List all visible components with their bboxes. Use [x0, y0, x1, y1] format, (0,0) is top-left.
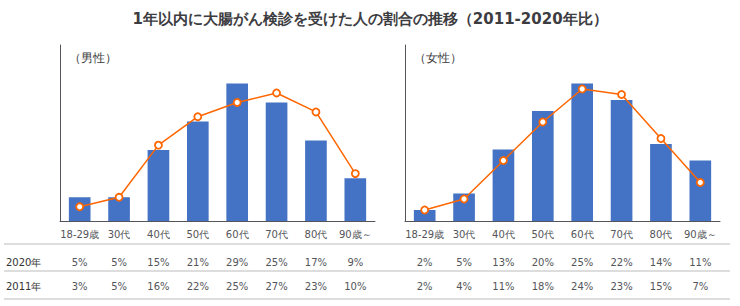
svg-text:9%: 9%	[347, 257, 363, 268]
svg-text:7%: 7%	[692, 281, 708, 292]
svg-text:14%: 14%	[650, 257, 672, 268]
svg-text:23%: 23%	[610, 281, 632, 292]
svg-text:25%: 25%	[571, 257, 593, 268]
svg-text:1年以内に大腸がん検診を受けた人の割合の推移（2011-20: 1年以内に大腸がん検診を受けた人の割合の推移（2011-2020年比）	[132, 10, 607, 28]
svg-text:2011年: 2011年	[6, 281, 41, 292]
svg-text:17%: 17%	[305, 257, 327, 268]
svg-text:40代: 40代	[492, 229, 515, 240]
svg-text:25%: 25%	[265, 257, 287, 268]
svg-text:70代: 70代	[610, 229, 633, 240]
svg-text:4%: 4%	[456, 281, 472, 292]
svg-text:10%: 10%	[344, 281, 366, 292]
svg-text:60代: 60代	[571, 229, 594, 240]
svg-text:30代: 30代	[453, 229, 476, 240]
svg-text:3%: 3%	[72, 281, 88, 292]
svg-text:21%: 21%	[187, 257, 209, 268]
svg-text:18-29歳: 18-29歳	[405, 229, 444, 240]
svg-text:5%: 5%	[111, 281, 127, 292]
svg-text:15%: 15%	[147, 257, 169, 268]
svg-text:29%: 29%	[226, 257, 248, 268]
svg-text:20%: 20%	[532, 257, 554, 268]
svg-text:11%: 11%	[689, 257, 711, 268]
svg-text:22%: 22%	[187, 281, 209, 292]
svg-text:30代: 30代	[108, 229, 131, 240]
svg-text:2%: 2%	[417, 281, 433, 292]
svg-text:80代: 80代	[305, 229, 328, 240]
svg-text:5%: 5%	[456, 257, 472, 268]
svg-text:（女性）: （女性）	[414, 51, 462, 65]
svg-text:50代: 50代	[186, 229, 209, 240]
svg-text:23%: 23%	[305, 281, 327, 292]
svg-text:25%: 25%	[226, 281, 248, 292]
svg-text:16%: 16%	[147, 281, 169, 292]
svg-text:22%: 22%	[610, 257, 632, 268]
svg-text:5%: 5%	[111, 257, 127, 268]
svg-text:24%: 24%	[571, 281, 593, 292]
svg-text:90歳～: 90歳～	[339, 229, 372, 240]
svg-text:2020年: 2020年	[6, 257, 41, 268]
svg-text:（男性）: （男性）	[69, 51, 117, 65]
svg-text:15%: 15%	[650, 281, 672, 292]
svg-text:50代: 50代	[531, 229, 554, 240]
svg-text:18-29歳: 18-29歳	[60, 229, 99, 240]
svg-text:13%: 13%	[492, 257, 514, 268]
svg-text:70代: 70代	[265, 229, 288, 240]
svg-text:90歳～: 90歳～	[684, 229, 717, 240]
svg-text:18%: 18%	[532, 281, 554, 292]
svg-text:11%: 11%	[492, 281, 514, 292]
svg-text:2%: 2%	[417, 257, 433, 268]
svg-text:5%: 5%	[72, 257, 88, 268]
svg-text:40代: 40代	[147, 229, 170, 240]
svg-text:60代: 60代	[226, 229, 249, 240]
svg-text:27%: 27%	[265, 281, 287, 292]
svg-text:80代: 80代	[650, 229, 673, 240]
